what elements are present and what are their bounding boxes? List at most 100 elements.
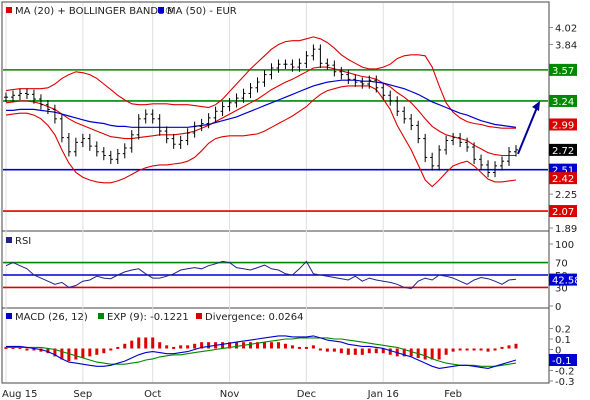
price-tag-label: 2.99	[552, 120, 574, 131]
bollinger-lower-line	[5, 85, 517, 188]
ma50-legend-label: MA (50) - EUR	[167, 6, 237, 17]
divergence-bar	[32, 348, 36, 351]
price-tag-bg	[549, 143, 577, 156]
macd-line	[6, 335, 517, 369]
divergence-bar	[311, 345, 315, 349]
divergence-bar	[479, 348, 483, 351]
divergence-bar	[25, 348, 29, 351]
macd-y-tick-label: -0.2	[555, 367, 575, 378]
price-tag-bg	[549, 172, 577, 185]
divergence-bar	[228, 342, 232, 349]
macd-y-tick-label: 0.2	[555, 325, 571, 336]
divergence-bar	[339, 348, 343, 354]
divergence-bar	[81, 348, 85, 358]
divergence-bar	[437, 348, 441, 360]
price-legend: MA (20) + BOLLINGER BANDS® MA (50) - EUR	[6, 6, 237, 17]
rsi-plot	[3, 260, 548, 290]
divergence-legend-swatch	[196, 313, 202, 319]
price-tag-label: 2.72	[552, 146, 574, 157]
projection-arrow-head	[532, 100, 540, 111]
divergence-bar	[165, 345, 169, 349]
price-y-tick-label: 3.84	[555, 40, 577, 51]
price-tag-label: 3.57	[552, 66, 574, 77]
price-y-tick-label: 4.02	[555, 24, 577, 35]
price-tag-bg	[549, 205, 577, 218]
ma20-legend-swatch	[6, 7, 12, 13]
rsi-y-tick-label: 100	[555, 240, 574, 251]
divergence-bar	[318, 348, 322, 351]
divergence-bar	[402, 348, 406, 357]
divergence-bar	[423, 348, 427, 360]
divergence-bar	[458, 348, 462, 351]
macd-panel	[1, 307, 550, 384]
divergence-bar	[269, 342, 273, 349]
ma20-line	[5, 66, 516, 157]
x-tick-label: Dec	[297, 389, 316, 400]
divergence-bar	[276, 342, 280, 349]
x-tick-label: Aug 15	[2, 389, 37, 400]
divergence-bar	[144, 337, 148, 349]
divergence-bar	[367, 348, 371, 354]
x-tick-label: Nov	[220, 389, 240, 400]
ma50-legend-swatch	[158, 7, 164, 13]
divergence-bar	[130, 340, 134, 349]
divergence-bar	[486, 348, 490, 352]
divergence-bar	[465, 348, 469, 351]
divergence-bar	[116, 346, 120, 349]
divergence-bar	[200, 342, 204, 349]
divergence-bar	[493, 348, 497, 351]
price-tag-label: 3.24	[552, 97, 574, 108]
divergence-bar	[74, 348, 78, 360]
divergence-bar	[235, 342, 239, 349]
divergence-bar	[472, 348, 476, 351]
divergence-bar	[179, 345, 183, 349]
price-tag-bg	[549, 94, 577, 107]
divergence-bar	[256, 342, 260, 349]
divergence-bar	[221, 342, 225, 349]
macd-y-tick-label: 0	[555, 346, 561, 357]
macd-plot	[4, 335, 518, 369]
divergence-bar	[353, 348, 357, 355]
macd-y-tick-label: -0.3	[555, 377, 575, 388]
x-tick-label: Oct	[144, 389, 161, 400]
divergence-bar	[388, 348, 392, 355]
divergence-bar	[374, 348, 378, 354]
divergence-bar	[109, 348, 113, 351]
divergence-legend-label: Divergence: 0.0264	[205, 312, 304, 323]
divergence-bar	[151, 337, 155, 349]
divergence-bar	[137, 337, 141, 349]
divergence-bar	[53, 348, 57, 357]
divergence-bar	[123, 343, 127, 349]
signal-line	[6, 337, 517, 367]
divergence-bar	[360, 348, 364, 355]
rsi-level-label: 30	[555, 283, 568, 294]
rsi-legend: RSI	[6, 236, 31, 247]
divergence-bar	[409, 348, 413, 357]
x-axis-labels: Aug 15 Sep Oct Nov Dec Jan 16 Feb	[2, 389, 462, 400]
divergence-bar	[67, 348, 71, 362]
macd-last-tag-label: -0.1	[552, 356, 572, 367]
divergence-bar	[346, 348, 350, 355]
ma20-legend-label: MA (20) + BOLLINGER BANDS®	[15, 6, 174, 17]
price-tag-label: 2.51	[552, 166, 574, 177]
divergence-bar	[507, 345, 511, 349]
rsi-legend-label: RSI	[15, 236, 31, 247]
divergence-bar	[514, 343, 518, 349]
x-tick-label: Sep	[73, 389, 92, 400]
rsi-y-tick-label: 0	[555, 302, 561, 313]
rsi-legend-swatch	[6, 237, 12, 243]
price-tag-label: 2.42	[552, 174, 574, 185]
rsi-last-tag-label: 42.58	[552, 276, 581, 287]
ma50-line	[6, 79, 517, 128]
price-y-tick-label: 2.25	[555, 190, 577, 201]
divergence-bar	[46, 348, 50, 354]
price-y-tick-label: 1.89	[555, 224, 577, 235]
macd-legend-swatch	[6, 313, 12, 319]
macd-legend: MACD (26, 12) EXP (9): -0.1221 Divergenc…	[6, 312, 304, 323]
divergence-bar	[262, 342, 266, 349]
divergence-bar	[60, 348, 64, 360]
divergence-bar	[172, 346, 176, 349]
bollinger-upper-line	[5, 36, 516, 129]
vertical-grid	[5, 3, 454, 382]
